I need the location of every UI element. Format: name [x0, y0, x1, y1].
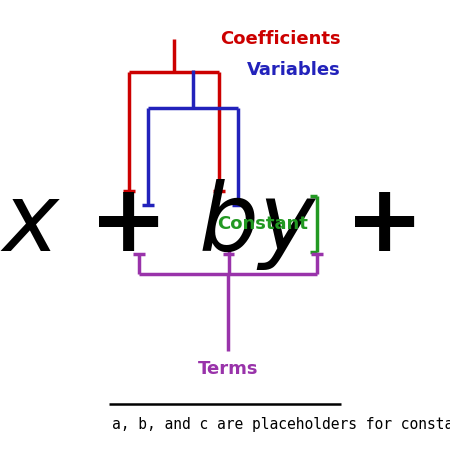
Text: a, b, and c are placeholders for constant values.: a, b, and c are placeholders for constan…: [112, 417, 450, 432]
Text: Coefficients: Coefficients: [220, 30, 341, 48]
Text: $\mathbf{\mathit{ax}}$ $\mathbf{+}$ $\mathbf{\mathit{by}}$ $\mathbf{+}$ $\mathbf: $\mathbf{\mathit{ax}}$ $\mathbf{+}$ $\ma…: [0, 177, 450, 273]
Text: Constant: Constant: [217, 215, 308, 233]
Text: Variables: Variables: [247, 61, 341, 79]
Text: Terms: Terms: [198, 360, 258, 378]
